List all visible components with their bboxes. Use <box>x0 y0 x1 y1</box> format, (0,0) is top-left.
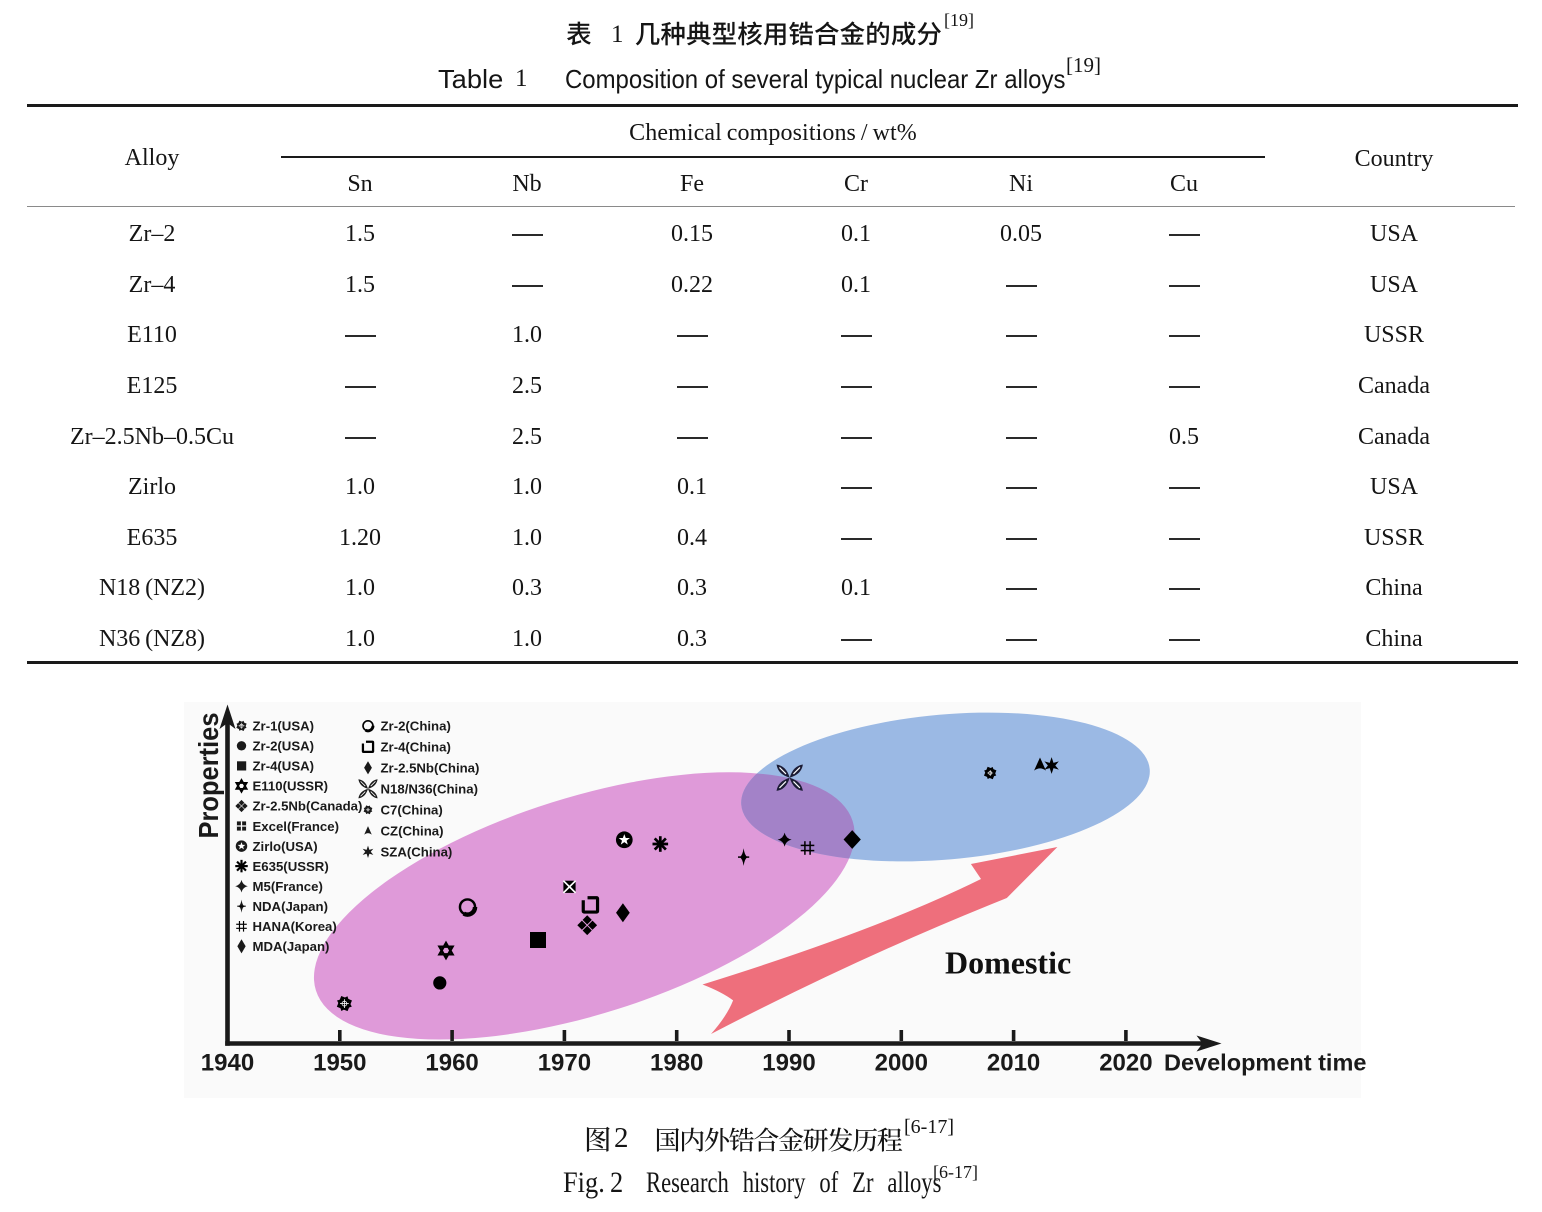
svg-text:1950: 1950 <box>313 1050 366 1077</box>
svg-text:Zr-2.5Nb(Canada): Zr-2.5Nb(Canada) <box>253 799 363 814</box>
svg-text:2010: 2010 <box>987 1050 1040 1077</box>
svg-text:Properties: Properties <box>193 713 224 839</box>
svg-text:E110(USSR): E110(USSR) <box>253 779 329 794</box>
svg-text:Zr-2.5Nb(China): Zr-2.5Nb(China) <box>381 761 480 776</box>
svg-text:1960: 1960 <box>425 1050 478 1077</box>
svg-text:Zr-4(USA): Zr-4(USA) <box>253 759 315 774</box>
svg-text:SZA(China): SZA(China) <box>381 845 453 860</box>
svg-text:Development time: Development time <box>1164 1050 1366 1076</box>
svg-text:2020: 2020 <box>1099 1050 1152 1077</box>
svg-text:2000: 2000 <box>875 1050 928 1077</box>
svg-text:1980: 1980 <box>650 1050 703 1077</box>
svg-text:Excel(France): Excel(France) <box>253 819 340 834</box>
svg-text:CZ(China): CZ(China) <box>381 824 444 839</box>
svg-text:1990: 1990 <box>762 1050 815 1077</box>
svg-text:HANA(Korea): HANA(Korea) <box>253 919 337 934</box>
svg-text:N18/N36(China): N18/N36(China) <box>381 782 478 797</box>
svg-text:MDA(Japan): MDA(Japan) <box>253 939 330 954</box>
svg-text:E635(USSR): E635(USSR) <box>253 859 329 874</box>
svg-text:M5(France): M5(France) <box>253 879 323 894</box>
svg-text:1940: 1940 <box>201 1050 254 1077</box>
svg-text:Zr-2(China): Zr-2(China) <box>381 719 451 734</box>
svg-text:Zr-1(USA): Zr-1(USA) <box>253 719 315 734</box>
svg-text:1970: 1970 <box>538 1050 591 1077</box>
svg-text:C7(China): C7(China) <box>381 803 443 818</box>
svg-text:Domestic: Domestic <box>945 945 1071 981</box>
svg-text:Zirlo(USA): Zirlo(USA) <box>253 839 318 854</box>
svg-text:Zr-2(USA): Zr-2(USA) <box>253 739 315 754</box>
svg-text:NDA(Japan): NDA(Japan) <box>253 899 328 914</box>
svg-text:Zr-4(China): Zr-4(China) <box>381 740 451 755</box>
